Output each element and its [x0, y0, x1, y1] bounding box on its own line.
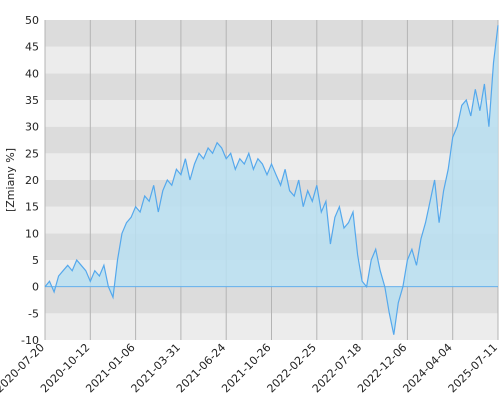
- y-tick-label: 5: [32, 254, 39, 267]
- y-tick-label: 40: [25, 67, 39, 80]
- y-tick-label: 25: [25, 147, 39, 160]
- y-tick-label: 45: [25, 41, 39, 54]
- y-tick-label: 0: [32, 281, 39, 294]
- y-tick-label: 10: [25, 227, 39, 240]
- y-axis-label: [Zmiany %]: [4, 148, 17, 212]
- line: [44, 25, 499, 335]
- y-tick-label: -5: [28, 307, 39, 320]
- y-tick-label: 20: [25, 174, 39, 187]
- y-tick-label: -10: [21, 334, 39, 347]
- area-fill: [45, 25, 498, 335]
- y-tick-label: 50: [25, 14, 39, 27]
- y-tick-label: 35: [25, 94, 39, 107]
- x-tick-label: 2025-07-11: [446, 341, 500, 395]
- y-tick-label: 15: [25, 201, 39, 214]
- y-tick-label: 30: [25, 121, 39, 134]
